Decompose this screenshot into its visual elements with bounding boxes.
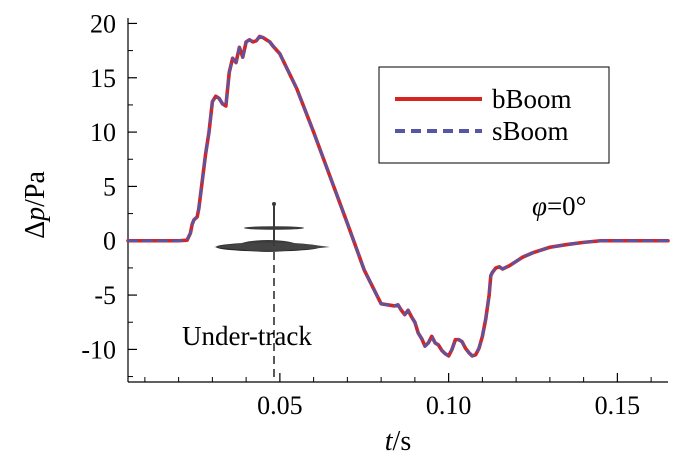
- x-tick-label: 0.05: [257, 391, 303, 420]
- y-axis-title: Δp/Pa: [20, 171, 51, 239]
- y-tick-label: -10: [81, 335, 116, 364]
- y-tick-label: -5: [94, 281, 116, 310]
- annotation-under-track: Under-track: [182, 321, 312, 351]
- x-tick-label: 0.15: [595, 391, 641, 420]
- y-tick-label: 0: [103, 227, 116, 256]
- y-tick-label: 20: [90, 9, 116, 38]
- y-tick-label: 10: [90, 118, 116, 147]
- x-tick-label: 0.10: [426, 391, 472, 420]
- y-tick-label: 15: [90, 64, 116, 93]
- series-line-sboom: [126, 35, 670, 358]
- x-axis-title: t/s: [385, 426, 411, 457]
- series-layer: [126, 34, 670, 358]
- legend-label-bboom: bBoom: [492, 84, 572, 114]
- aircraft-silhouette-icon: [214, 202, 330, 252]
- legend-label-sboom: sBoom: [492, 116, 569, 146]
- x-ticks: 0.05 0.10 0.15: [144, 373, 652, 420]
- legend-box: [378, 66, 610, 164]
- plot-frame: [127, 18, 668, 383]
- annotation-phi: φ=0°: [532, 191, 586, 221]
- y-tick-label: 5: [103, 172, 116, 201]
- y-ticks: 20 15 10 5 0 -5 -10: [81, 9, 137, 378]
- legend: bBoom sBoom: [378, 66, 610, 164]
